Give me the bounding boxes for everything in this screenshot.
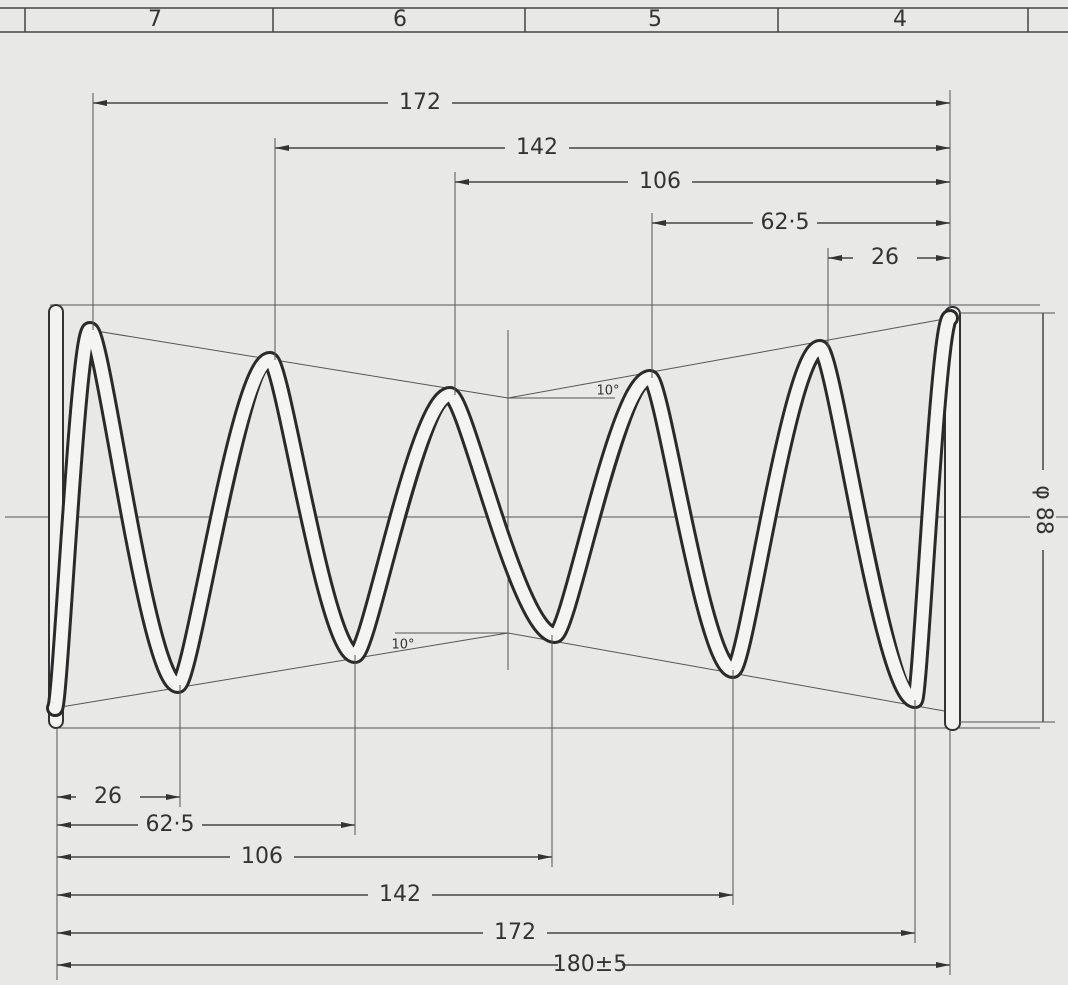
arrowhead: [936, 100, 950, 106]
angle-label: 10°: [596, 384, 619, 399]
dimension-label: 106: [241, 844, 283, 869]
arrowhead: [455, 179, 469, 185]
diameter-dimension: φ 88: [960, 312, 1056, 723]
zone-label: 7: [148, 7, 162, 32]
arrowhead: [57, 930, 71, 936]
label-gap: [388, 91, 452, 115]
arrowhead: [57, 892, 71, 898]
label-gap: [753, 211, 817, 235]
zone-label: 4: [893, 7, 907, 32]
arrowhead: [936, 179, 950, 185]
arrowhead: [652, 220, 666, 226]
arrowhead: [57, 854, 71, 860]
arrowhead: [93, 100, 107, 106]
arrowhead: [57, 962, 71, 968]
arrowhead: [936, 255, 950, 261]
arrowhead: [57, 794, 71, 800]
arrowhead: [936, 145, 950, 151]
dimension-label: 172: [399, 90, 441, 115]
zone-label: 5: [648, 7, 662, 32]
dimension-label: 26: [871, 245, 899, 270]
arrowhead: [57, 822, 71, 828]
dimension-label: 142: [379, 882, 421, 907]
label-gap: [1030, 470, 1056, 550]
arrowhead: [936, 220, 950, 226]
arrowhead: [828, 255, 842, 261]
dimension-label: 26: [94, 784, 122, 809]
label-gap: [558, 953, 622, 977]
dimension-label: 106: [639, 169, 681, 194]
diameter-label: φ 88: [1031, 485, 1056, 535]
zone-label: 6: [393, 7, 407, 32]
dimension-label: 62·5: [146, 812, 195, 837]
end-coil: [944, 306, 961, 731]
label-gap: [628, 170, 692, 194]
label-gap: [368, 883, 432, 907]
label-gap: [483, 921, 547, 945]
dimension-label: 180±5: [553, 952, 627, 977]
arrowhead: [719, 892, 733, 898]
zone-strip: 7 6 5 4: [0, 7, 1068, 33]
label-gap: [230, 845, 294, 869]
label-gap: [505, 136, 569, 160]
coil-body: [49, 312, 956, 714]
arrowhead: [901, 930, 915, 936]
arrowhead: [936, 962, 950, 968]
dimension-label: 172: [494, 920, 536, 945]
arrowhead: [538, 854, 552, 860]
spring: [46, 304, 961, 731]
label-gap: [853, 246, 917, 270]
label-gap: [138, 813, 202, 837]
label-gap: [76, 785, 140, 809]
dimension-label: 142: [516, 135, 558, 160]
dimensions: 172 142 106 62·5 26 26 62·5 106 142 172 180±5: [56, 90, 951, 980]
angle-label: 10°: [391, 638, 414, 653]
construction-lines: [5, 304, 1068, 729]
arrowhead: [341, 822, 355, 828]
dimension-label: 62·5: [761, 210, 810, 235]
arrowhead: [275, 145, 289, 151]
arrowhead: [166, 794, 180, 800]
